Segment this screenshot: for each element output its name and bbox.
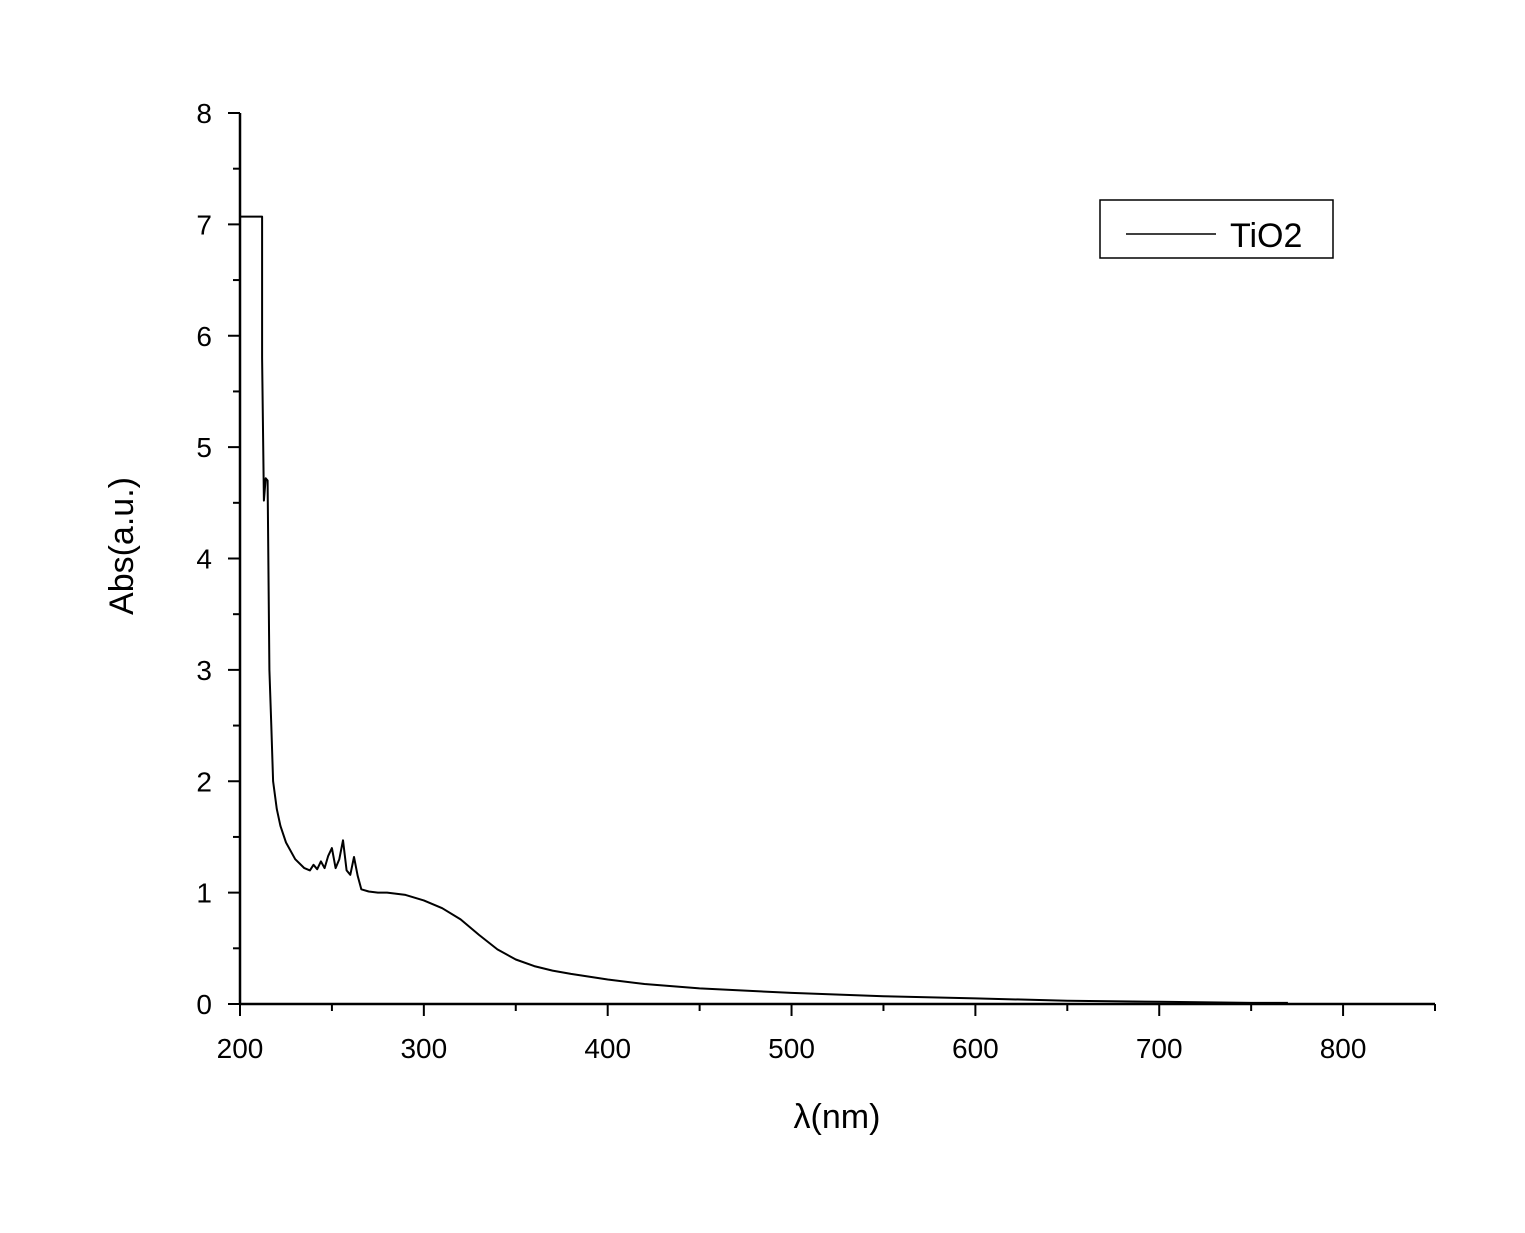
x-tick-label: 800 bbox=[1320, 1033, 1367, 1064]
x-tick-label: 300 bbox=[400, 1033, 447, 1064]
x-axis-title: λ(nm) bbox=[794, 1098, 881, 1136]
y-axis-title: Abs(a.u.) bbox=[103, 477, 141, 615]
x-tick-label: 500 bbox=[768, 1033, 815, 1064]
y-tick-label: 3 bbox=[196, 655, 212, 686]
y-tick-label: 4 bbox=[196, 544, 212, 575]
y-tick-label: 5 bbox=[196, 432, 212, 463]
x-tick-label: 700 bbox=[1136, 1033, 1183, 1064]
x-tick-label: 400 bbox=[584, 1033, 631, 1064]
y-tick-label: 6 bbox=[196, 321, 212, 352]
series-layer bbox=[239, 215, 1288, 1004]
legend-box bbox=[1099, 199, 1334, 259]
y-tick-label: 2 bbox=[196, 766, 212, 797]
y-tick-label: 0 bbox=[196, 989, 212, 1020]
y-axis-ticks: 0 1 2 3 4 5 6 7 8 bbox=[196, 98, 240, 1020]
x-tick-label: 200 bbox=[217, 1033, 264, 1064]
y-tick-label: 8 bbox=[196, 98, 212, 129]
legend: TiO2 bbox=[1099, 199, 1334, 259]
y-tick-label: 7 bbox=[196, 209, 212, 240]
legend-label-tio2: TiO2 bbox=[1230, 217, 1302, 255]
x-axis-ticks: 200 300 400 500 600 700 800 bbox=[217, 1004, 1436, 1064]
y-tick-label: 1 bbox=[196, 878, 212, 909]
series-line-tio2 bbox=[239, 215, 1288, 1004]
x-tick-label: 600 bbox=[952, 1033, 999, 1064]
